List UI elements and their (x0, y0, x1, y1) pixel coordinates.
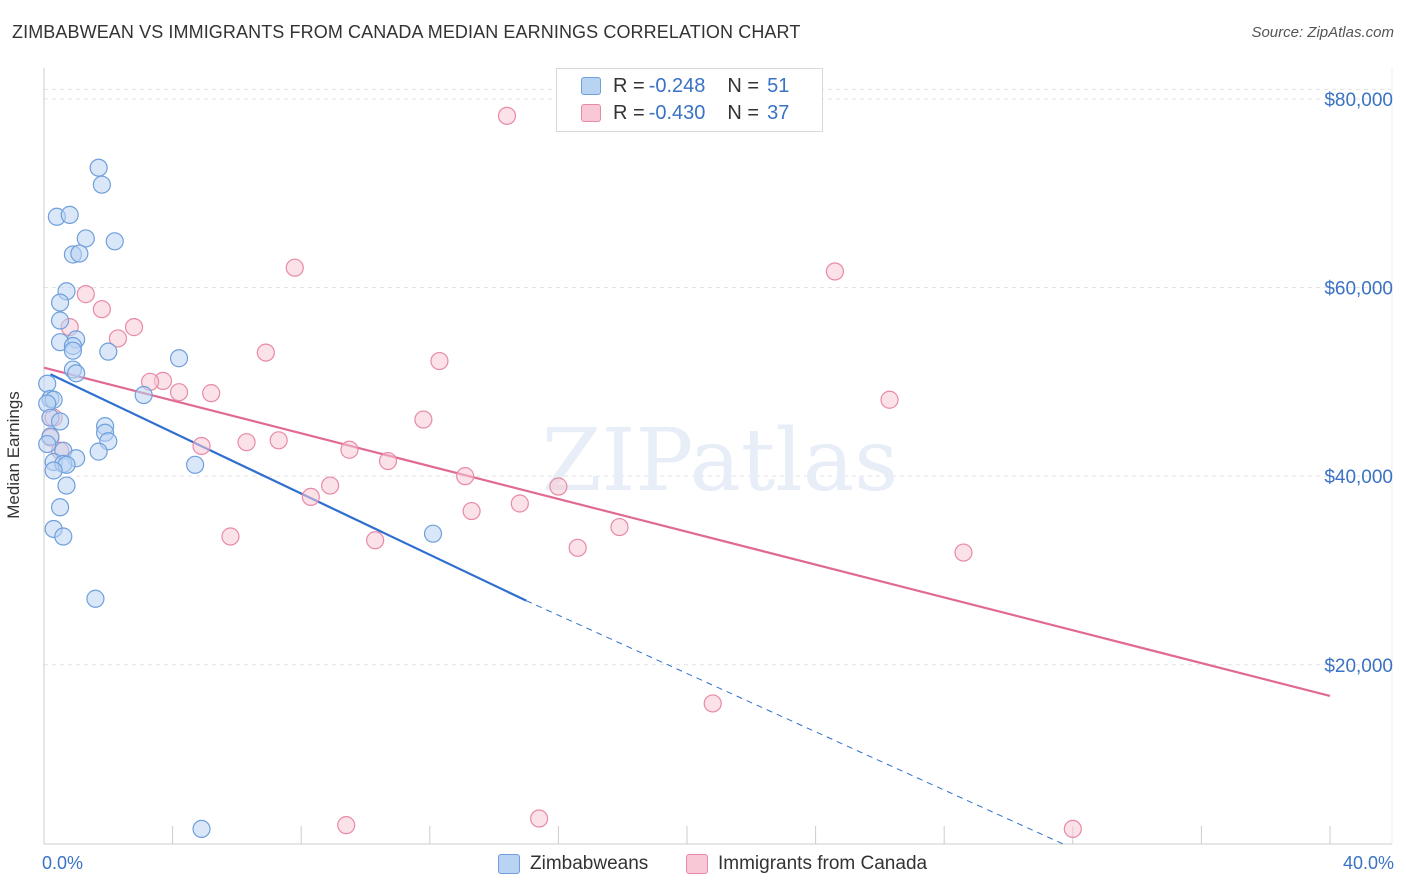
legend-swatch-pink (686, 854, 708, 874)
point-zimbabweans (38, 434, 57, 454)
point-zimbabweans (57, 476, 76, 495)
point-canada (610, 517, 629, 537)
point-zimbabweans (186, 455, 205, 474)
point-canada (269, 431, 288, 450)
point-canada (169, 383, 189, 402)
x-tick-label: 0.0% (42, 853, 83, 873)
trendline-zimbabweans (49, 373, 527, 602)
y-tick-label: $80,000 (1324, 90, 1393, 111)
point-zimbabweans (63, 341, 83, 360)
point-canada (568, 538, 587, 557)
point-zimbabweans (423, 524, 443, 543)
trendline-canada (43, 366, 1331, 697)
legend-r-value: -0.430 (648, 101, 706, 124)
point-canada (202, 384, 221, 403)
point-zimbabweans (50, 412, 70, 431)
y-axis-label: Median Earnings (4, 391, 23, 519)
point-canada (366, 531, 385, 550)
point-zimbabweans (60, 205, 79, 224)
y-tick-label: $40,000 (1324, 467, 1393, 488)
x-tick-label: 40.0% (1343, 853, 1394, 873)
point-canada (237, 433, 256, 452)
point-canada (301, 487, 320, 506)
correlation-legend: R = -0.248 N = 51 R = -0.430 N = 37 (556, 68, 823, 132)
point-canada (192, 436, 211, 456)
legend-swatch-pink (581, 104, 601, 122)
chart-title: ZIMBABWEAN VS IMMIGRANTS FROM CANADA MED… (12, 22, 801, 42)
point-zimbabweans (86, 589, 105, 608)
legend-item-canada[interactable]: Immigrants from Canada (686, 852, 927, 876)
point-canada (825, 262, 844, 281)
points-layer (38, 106, 1082, 839)
point-canada (340, 440, 359, 459)
point-zimbabweans (92, 175, 111, 194)
point-canada (256, 343, 275, 362)
point-canada (430, 351, 449, 371)
legend-n-label: N = (727, 101, 760, 124)
point-canada (880, 390, 899, 409)
point-canada (703, 694, 722, 713)
point-zimbabweans (105, 232, 124, 251)
legend-swatch-blue (581, 77, 601, 95)
y-tick-label: $20,000 (1324, 656, 1393, 677)
point-zimbabweans (50, 293, 70, 312)
point-zimbabweans (70, 244, 89, 263)
legend-label-canada: Immigrants from Canada (718, 853, 928, 874)
point-canada (462, 501, 481, 521)
point-zimbabweans (50, 311, 70, 330)
watermark: ZIPatlas (542, 411, 898, 511)
point-zimbabweans (67, 364, 86, 383)
point-canada (321, 476, 340, 495)
legend-row-canada: R = -0.430 N = 37 (581, 100, 789, 126)
point-canada (378, 451, 398, 471)
point-zimbabweans (134, 385, 153, 405)
point-canada (221, 527, 240, 546)
point-zimbabweans (76, 229, 95, 248)
legend-r-label: R = (613, 74, 645, 97)
legend-n-value: 51 (767, 74, 790, 97)
point-zimbabweans (38, 374, 57, 393)
legend-label-zimbabweans: Zimbabweans (530, 853, 649, 874)
point-zimbabweans (44, 461, 63, 480)
source-label: Source: ZipAtlas.com (1251, 24, 1394, 41)
point-zimbabweans (89, 158, 108, 177)
point-canada (414, 410, 433, 429)
point-zimbabweans (89, 442, 108, 461)
point-canada (549, 477, 568, 496)
point-canada (456, 467, 475, 486)
point-canada (1063, 819, 1082, 839)
trendline-zimbabweans-extension (526, 600, 1064, 845)
point-canada (285, 258, 304, 277)
grid-layer (44, 88, 1392, 666)
y-tick-label: $60,000 (1324, 279, 1393, 300)
axes-layer (43, 68, 1393, 845)
point-canada (92, 300, 111, 319)
point-canada (510, 494, 529, 513)
point-zimbabweans (50, 498, 70, 517)
point-canada (337, 816, 356, 835)
labels-layer: $20,000 $40,000 $60,000 $80,000 0.0% 40.0% (42, 90, 1394, 873)
point-canada (497, 106, 517, 125)
legend-item-zimbabweans[interactable]: Zimbabweans (498, 852, 648, 876)
point-canada (954, 543, 973, 562)
legend-n-value: 37 (767, 101, 790, 124)
point-zimbabweans (99, 342, 118, 361)
point-canada (76, 285, 95, 304)
point-canada (530, 809, 549, 828)
point-zimbabweans (192, 819, 211, 839)
trend-layer (43, 366, 1331, 845)
legend-swatch-blue (498, 854, 520, 874)
legend-r-value: -0.248 (648, 74, 706, 97)
point-zimbabweans (169, 349, 189, 368)
point-canada (108, 329, 128, 348)
legend-n-label: N = (727, 74, 760, 97)
point-zimbabweans (54, 527, 73, 546)
point-canada (124, 318, 144, 337)
legend-row-zimbabweans: R = -0.248 N = 51 (581, 73, 789, 99)
legend-r-label: R = (613, 101, 645, 124)
